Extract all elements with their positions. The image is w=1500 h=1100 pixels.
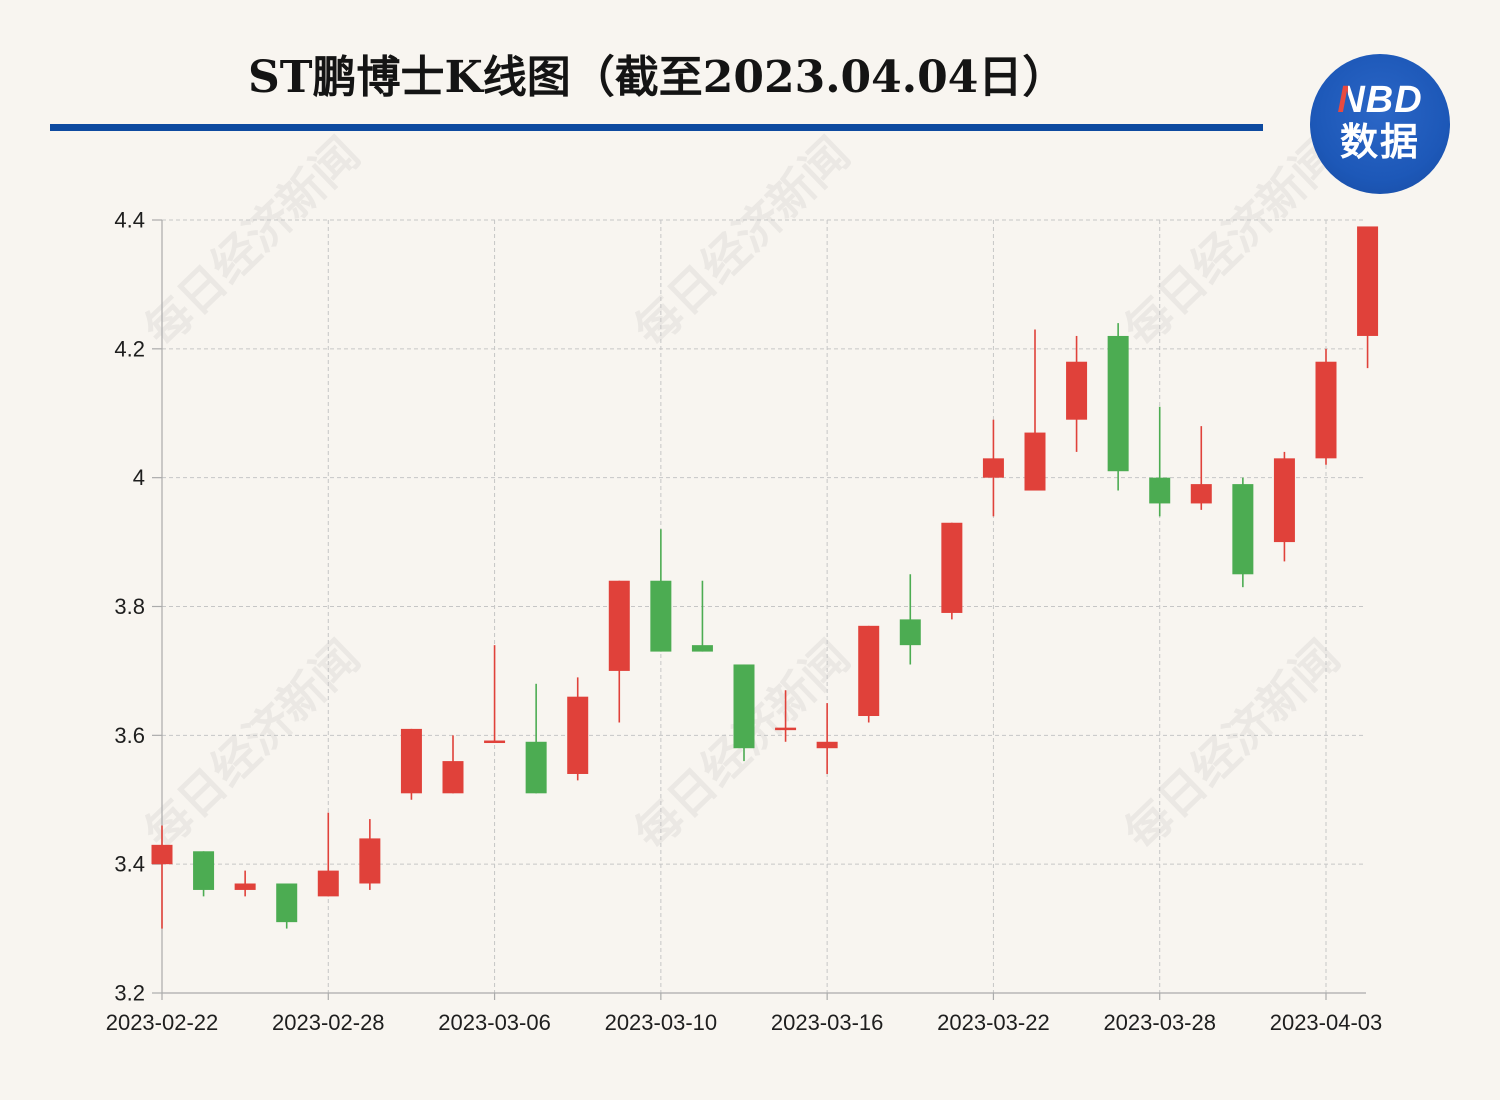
candle-up bbox=[1190, 426, 1212, 510]
candle-body bbox=[484, 740, 506, 744]
candle-up bbox=[816, 703, 838, 774]
logo-subtitle: 数据 bbox=[1339, 120, 1420, 164]
candle-body bbox=[775, 727, 797, 731]
candle-body bbox=[1190, 484, 1212, 504]
candle-body bbox=[525, 741, 547, 794]
x-tick-label: 2023-03-22 bbox=[937, 1010, 1050, 1035]
watermark: 每日经济新闻 bbox=[1114, 127, 1350, 358]
candle-down bbox=[276, 883, 298, 929]
candle-up bbox=[1024, 329, 1046, 491]
candle-body bbox=[733, 664, 755, 749]
y-tick-label: 4 bbox=[133, 465, 145, 490]
candle-down bbox=[899, 574, 921, 665]
candle-down bbox=[691, 580, 713, 652]
candle-body bbox=[691, 645, 713, 652]
candle-up bbox=[1066, 335, 1088, 452]
candle-up bbox=[1315, 348, 1337, 465]
candle-body bbox=[400, 728, 422, 794]
candle-up bbox=[775, 690, 797, 742]
candle-body bbox=[650, 580, 672, 652]
candle-body bbox=[858, 625, 880, 717]
watermark: 每日经济新闻 bbox=[134, 630, 370, 861]
y-tick-label: 3.6 bbox=[114, 723, 145, 748]
candle-down bbox=[1107, 323, 1129, 491]
candle-down bbox=[733, 664, 755, 762]
candle-body bbox=[1357, 226, 1379, 336]
candle-body bbox=[567, 696, 589, 774]
candle-body bbox=[982, 458, 1004, 478]
candle-body bbox=[1107, 335, 1129, 472]
candle-body bbox=[1273, 458, 1295, 543]
candle-body bbox=[317, 870, 339, 897]
candle-body bbox=[442, 761, 464, 794]
candle-body bbox=[816, 741, 838, 749]
y-tick-label: 4.4 bbox=[114, 208, 145, 233]
candle-up bbox=[484, 645, 506, 744]
candle-up bbox=[234, 870, 256, 897]
candle-body bbox=[608, 580, 630, 671]
nbd-logo: NBD 数据 bbox=[1310, 54, 1450, 194]
logo-wordmark: NBD bbox=[1337, 79, 1423, 121]
candle-down bbox=[193, 851, 215, 897]
candle-up bbox=[567, 677, 589, 781]
candle-down bbox=[525, 683, 547, 794]
candle-up bbox=[400, 728, 422, 800]
candle-up bbox=[359, 819, 381, 890]
candle-body bbox=[359, 838, 381, 884]
candle-up bbox=[1273, 451, 1295, 562]
candle-body bbox=[1315, 361, 1337, 459]
watermark: 每日经济新闻 bbox=[134, 127, 370, 358]
candle-down bbox=[650, 529, 672, 652]
x-tick-label: 2023-03-28 bbox=[1103, 1010, 1216, 1035]
candle-up bbox=[317, 812, 339, 897]
candle-up bbox=[858, 625, 880, 723]
candles bbox=[151, 226, 1379, 929]
x-tick-label: 2023-03-10 bbox=[605, 1010, 718, 1035]
candle-body bbox=[1232, 484, 1254, 575]
candle-up bbox=[151, 825, 173, 929]
y-tick-label: 3.4 bbox=[114, 852, 145, 877]
candle-body bbox=[899, 619, 921, 646]
grid-layer: 3.2 3.4 3.6 3.8 4 4.2 4.4 2023-02-22 2023-02-28 2… bbox=[106, 208, 1383, 1036]
candle-body bbox=[1149, 477, 1171, 504]
watermark: 每日经济新闻 bbox=[624, 127, 860, 358]
candle-body bbox=[151, 844, 173, 865]
candle-down bbox=[1149, 406, 1171, 517]
x-tick-label: 2023-03-06 bbox=[438, 1010, 551, 1035]
y-tick-label: 3.2 bbox=[114, 981, 145, 1006]
x-tick-label: 2023-02-22 bbox=[106, 1010, 219, 1035]
candle-body bbox=[1066, 361, 1088, 420]
candle-up bbox=[982, 419, 1004, 517]
watermark: 每日经济新闻 bbox=[1114, 630, 1350, 861]
x-tick-label: 2023-03-16 bbox=[771, 1010, 884, 1035]
candle-down bbox=[1232, 477, 1254, 588]
y-tick-label: 4.2 bbox=[114, 336, 145, 361]
candle-body bbox=[276, 883, 298, 923]
candle-body bbox=[1024, 432, 1046, 491]
candle-up bbox=[941, 522, 963, 620]
candle-up bbox=[1357, 226, 1379, 369]
candle-body bbox=[941, 522, 963, 613]
candle-body bbox=[193, 851, 215, 890]
y-tick-label: 3.8 bbox=[114, 594, 145, 619]
candle-up bbox=[608, 580, 630, 723]
x-tick-label: 2023-02-28 bbox=[272, 1010, 385, 1035]
candle-up bbox=[442, 735, 464, 794]
x-tick-label: 2023-04-03 bbox=[1270, 1010, 1383, 1035]
candle-body bbox=[234, 883, 256, 890]
title-underline bbox=[50, 124, 1263, 131]
chart-title: ST鹏博士K线图（截至2023.04.04日） bbox=[248, 52, 1067, 103]
